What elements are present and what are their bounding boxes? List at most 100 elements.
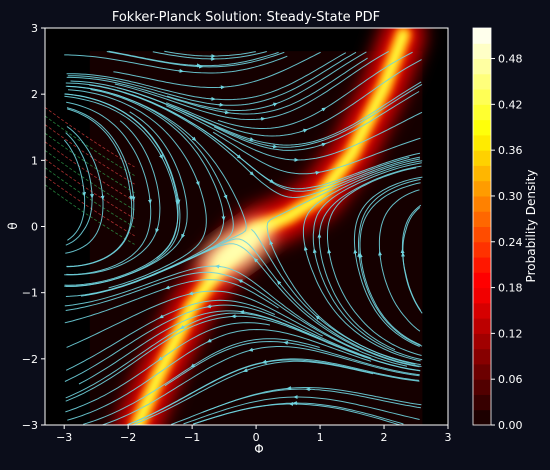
streamline-9: [83, 338, 320, 425]
colorbar-level: [473, 180, 491, 197]
colorbar-level: [473, 409, 491, 426]
streamline-8: [64, 54, 288, 74]
streamline-arrow: [155, 227, 160, 234]
x-tick-label: −1: [184, 431, 200, 444]
colorbar-level: [473, 302, 491, 319]
y-tick-label: −3: [22, 419, 38, 432]
colorbar-level: [473, 73, 491, 90]
colorbar-tick-label: 0.48: [498, 53, 523, 66]
colorbar-level: [473, 363, 491, 380]
y-tick-label: 2: [31, 88, 38, 101]
streamline-11: [66, 290, 323, 348]
streamline-arrow: [191, 136, 197, 142]
streamline-20: [64, 304, 372, 382]
streamline-44: [108, 50, 279, 67]
streamline-arrow: [327, 248, 332, 255]
streamline-54: [183, 396, 420, 425]
streamline-21: [64, 265, 359, 351]
colorbar-tick-label: 0.12: [498, 327, 523, 340]
streamline-arrow: [272, 102, 278, 107]
colorbar-level: [473, 104, 491, 121]
streamline-arrow: [253, 257, 259, 263]
streamline-arrow: [158, 153, 163, 160]
streamline-arrow: [249, 171, 255, 176]
colorbar-tick-label: 0.30: [498, 190, 523, 203]
streamline-arrow: [248, 137, 255, 142]
density-band-4: [133, 30, 408, 425]
streamline-50: [131, 94, 421, 190]
y-axis: −3 −2 −1 0 1 2 3: [22, 22, 45, 432]
colorbar: [472, 27, 492, 426]
streamline-0: [65, 322, 270, 413]
y-tick-label: −2: [22, 353, 38, 366]
density-layer: [114, 28, 427, 425]
colorbar-level: [473, 272, 491, 289]
x-tick-label: −3: [56, 431, 72, 444]
x-tick-label: −2: [120, 431, 136, 444]
streamline-3: [64, 120, 161, 276]
streamline-arrow: [158, 356, 164, 361]
streamline-19: [67, 328, 372, 421]
streamlines: [63, 50, 423, 425]
streamline-arrow: [179, 325, 186, 329]
streamline-46: [127, 359, 420, 425]
density-peak: [200, 221, 273, 278]
stray-streamline: [45, 158, 135, 219]
streamline-57: [353, 176, 423, 347]
colorbar-level: [473, 394, 491, 411]
y-tick-label: 3: [31, 22, 38, 35]
streamline-arrow: [320, 142, 327, 147]
y-tick-label: 1: [31, 154, 38, 167]
colorbar-level: [473, 150, 491, 166]
streamline-arrow: [164, 285, 171, 290]
streamline-arrow: [248, 347, 255, 352]
streamline-arrow: [237, 279, 244, 284]
streamline-arrow: [223, 193, 228, 200]
streamline-45: [193, 403, 400, 425]
chart-title: Fokker-Planck Solution: Steady-State PDF: [112, 10, 380, 25]
streamline-25: [66, 57, 368, 115]
streamline-43: [67, 51, 357, 106]
colorbar-level: [473, 165, 491, 182]
streamline-52: [114, 50, 389, 120]
streamline-arrow: [242, 368, 249, 373]
streamline-71: [217, 51, 413, 129]
colorbar-tick-label: 0.42: [498, 98, 523, 111]
streamline-arrow: [190, 363, 196, 368]
x-tick-label: 0: [253, 431, 260, 444]
colorbar-level: [473, 318, 491, 334]
streamline-arrow: [223, 110, 230, 115]
colorbar-level: [473, 257, 491, 273]
colorbar-tick-label: 0.18: [498, 282, 523, 295]
streamline-14: [66, 108, 133, 267]
stray-streamline: [45, 124, 135, 185]
streamline-arrow: [320, 107, 327, 112]
streamline-4: [65, 132, 93, 246]
streamline-39: [80, 243, 420, 368]
x-tick-label: 2: [381, 431, 388, 444]
colorbar-tick-label: 0.24: [498, 236, 523, 249]
y-axis-label: θ: [6, 222, 20, 229]
streamline-arrow: [302, 128, 308, 133]
streamline-60: [165, 105, 423, 161]
colorbar-level: [473, 226, 491, 243]
colorbar-tick-label: 0.36: [498, 144, 523, 157]
colorbar-label: Probability Density: [524, 170, 538, 283]
colorbar-level: [473, 134, 491, 151]
colorbar-level: [473, 348, 491, 365]
x-tick-label: 1: [317, 431, 324, 444]
streamline-arrow: [276, 280, 282, 286]
streamline-35: [164, 50, 256, 57]
streamline-69: [212, 131, 421, 175]
colorbar-level: [473, 379, 491, 395]
colorbar-level: [473, 195, 491, 212]
streamline-arrow: [315, 315, 321, 320]
streamline-5: [63, 139, 86, 241]
y-tick-label: 0: [31, 221, 38, 234]
stray-streamline: [45, 167, 135, 228]
colorbar-tick-label: 0.06: [498, 373, 523, 386]
streamline-2: [64, 279, 279, 324]
colorbar-frame: [472, 27, 492, 426]
streamline-arrow: [176, 198, 181, 205]
